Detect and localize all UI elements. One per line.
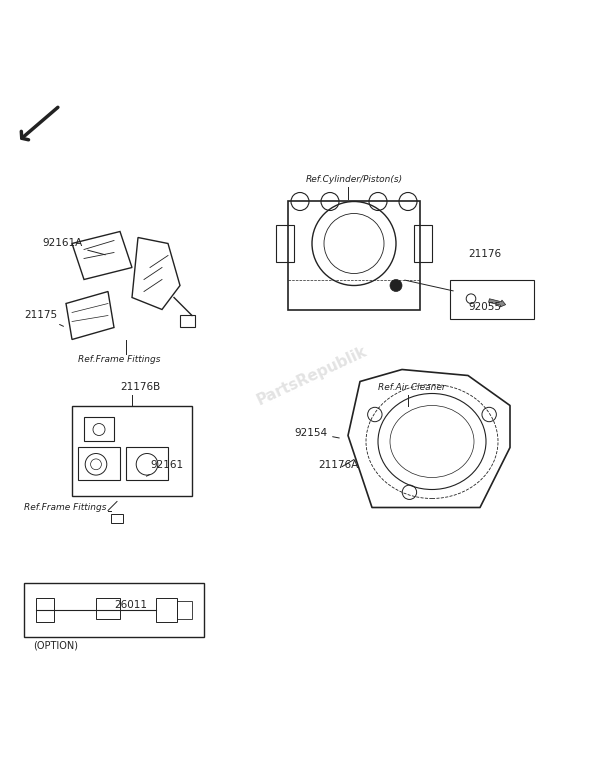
Bar — [288, 202, 420, 309]
Bar — [36, 598, 54, 622]
Text: 21176: 21176 — [468, 250, 501, 260]
Bar — [84, 418, 114, 442]
Text: 26011: 26011 — [114, 600, 147, 610]
Bar — [156, 598, 177, 622]
Text: Ref.Air Cleaner: Ref.Air Cleaner — [378, 384, 446, 392]
Text: PartsRepublik: PartsRepublik — [254, 343, 370, 408]
Text: Ref.Cylinder/Piston(s): Ref.Cylinder/Piston(s) — [306, 175, 403, 184]
Text: 21176A: 21176A — [318, 460, 358, 470]
Bar — [414, 226, 432, 261]
Text: (OPTION): (OPTION) — [33, 640, 78, 650]
Text: 92161A: 92161A — [42, 239, 106, 255]
Text: 21175: 21175 — [24, 311, 64, 326]
Bar — [78, 447, 120, 480]
FancyArrow shape — [488, 298, 506, 307]
Bar — [96, 598, 120, 618]
Bar — [177, 601, 192, 618]
Circle shape — [390, 280, 402, 291]
Bar — [450, 280, 534, 319]
Bar — [126, 447, 168, 480]
Text: 92161: 92161 — [146, 460, 183, 476]
Bar — [72, 405, 192, 495]
Text: 21176B: 21176B — [120, 383, 160, 392]
Text: 92154: 92154 — [294, 428, 339, 438]
Text: Ref.Frame Fittings: Ref.Frame Fittings — [24, 504, 107, 512]
Bar — [180, 315, 195, 328]
Text: 92055: 92055 — [468, 301, 501, 312]
Bar — [276, 226, 294, 261]
Bar — [111, 514, 123, 522]
Text: Ref.Frame Fittings: Ref.Frame Fittings — [78, 355, 161, 363]
Bar — [24, 583, 204, 636]
